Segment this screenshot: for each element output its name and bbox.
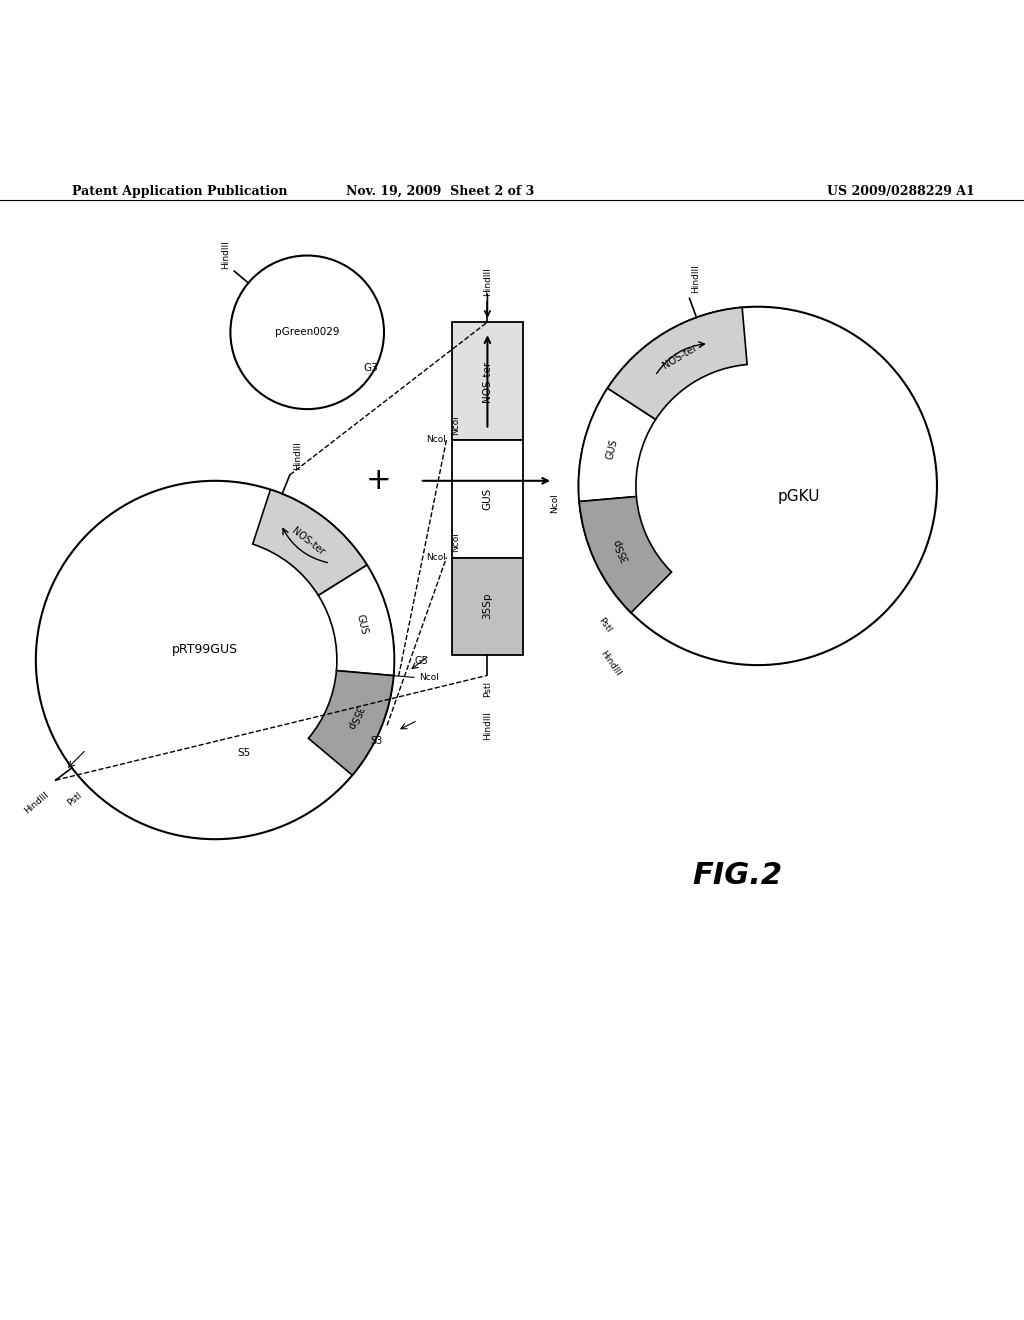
Text: GUS: GUS — [604, 438, 620, 461]
Text: PstI: PstI — [66, 791, 84, 808]
Text: Patent Application Publication: Patent Application Publication — [72, 185, 287, 198]
Text: HindIII: HindIII — [598, 649, 622, 677]
Wedge shape — [253, 490, 367, 595]
Text: Nov. 19, 2009  Sheet 2 of 3: Nov. 19, 2009 Sheet 2 of 3 — [346, 185, 535, 198]
Text: HindIII: HindIII — [483, 711, 492, 741]
Text: HindIII: HindIII — [691, 264, 700, 293]
Wedge shape — [318, 565, 394, 676]
Text: US 2009/0288229 A1: US 2009/0288229 A1 — [827, 185, 975, 198]
Text: +: + — [366, 466, 392, 495]
Text: NcoI: NcoI — [452, 532, 461, 553]
Text: S3: S3 — [371, 735, 383, 746]
Text: 35Sp: 35Sp — [482, 593, 493, 619]
Text: G5: G5 — [414, 656, 428, 665]
Wedge shape — [607, 308, 748, 420]
Wedge shape — [579, 388, 655, 502]
Text: GUS: GUS — [354, 614, 369, 636]
Text: HindIII: HindIII — [483, 268, 492, 297]
Text: 35Sp: 35Sp — [611, 536, 631, 562]
Bar — [452, 322, 523, 440]
Text: NcoI: NcoI — [427, 553, 446, 562]
Text: NcoI: NcoI — [452, 414, 461, 434]
Text: NOS-ter: NOS-ter — [482, 360, 493, 401]
Text: HindIII: HindIII — [221, 240, 230, 269]
Text: FIG.2: FIG.2 — [692, 861, 782, 890]
Text: PstI: PstI — [596, 616, 612, 635]
Text: 35Sp: 35Sp — [345, 705, 364, 731]
Text: S5: S5 — [238, 748, 251, 758]
Text: pRT99GUS: pRT99GUS — [172, 643, 238, 656]
Text: NcoI: NcoI — [550, 492, 559, 512]
Text: HindIII: HindIII — [293, 441, 302, 470]
Text: pGreen0029: pGreen0029 — [275, 327, 339, 338]
Text: GUS: GUS — [482, 487, 493, 510]
Text: NOS-ter: NOS-ter — [662, 343, 699, 371]
Text: G3: G3 — [364, 363, 379, 372]
Bar — [452, 557, 523, 655]
Bar — [452, 440, 523, 557]
Text: PstI: PstI — [483, 681, 492, 697]
Text: pGKU: pGKU — [777, 488, 820, 504]
Wedge shape — [308, 671, 393, 775]
Wedge shape — [580, 496, 672, 612]
Text: HindIII: HindIII — [23, 791, 50, 816]
Text: NOS-ter: NOS-ter — [290, 525, 326, 557]
Text: NcoI: NcoI — [427, 436, 446, 445]
Text: NcoI: NcoI — [419, 673, 439, 682]
